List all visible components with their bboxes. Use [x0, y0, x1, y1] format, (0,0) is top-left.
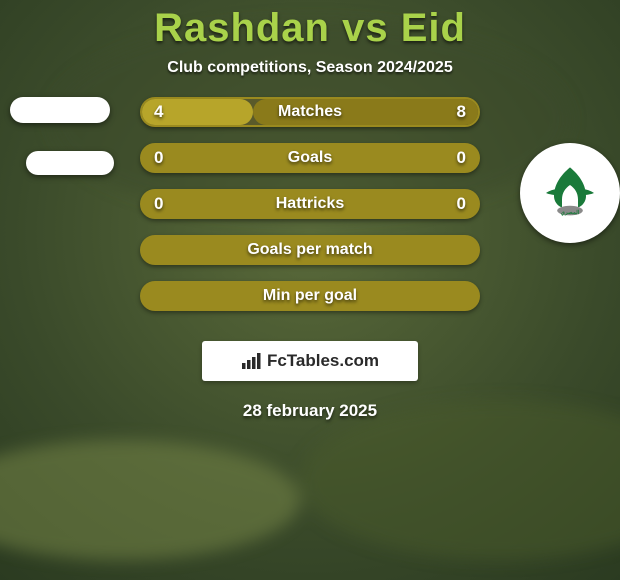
stat-bar-label: Goals [288, 149, 332, 167]
player-right-club-crest: المصري [520, 143, 620, 243]
stat-bar-matches: 4 8 Matches [140, 97, 480, 127]
svg-text:المصري: المصري [561, 209, 580, 216]
stat-bar-goals-per-match: Goals per match [140, 235, 480, 265]
stat-bar-left-value: 0 [154, 148, 163, 168]
player-left-avatar-placeholder-2 [26, 151, 114, 175]
stats-area: المصري 4 8 Matches 0 0 Goals 0 0 Hattricks Goals … [0, 101, 620, 341]
stat-bar-label: Min per goal [263, 287, 357, 305]
watermark-badge: FcTables.com [202, 341, 418, 381]
stat-bar-right-value: 0 [457, 148, 466, 168]
stat-bars-container: 4 8 Matches 0 0 Goals 0 0 Hattricks Goals per mat… [140, 97, 480, 327]
eagle-crest-icon: المصري [530, 153, 610, 233]
stat-bar-right-value: 0 [457, 194, 466, 214]
comparison-subtitle: Club competitions, Season 2024/2025 [0, 59, 620, 77]
watermark-text: FcTables.com [267, 351, 379, 371]
stat-bar-left-value: 4 [154, 102, 163, 122]
comparison-title: Rashdan vs Eid [0, 0, 620, 51]
chart-icon [241, 352, 263, 370]
stat-bar-label: Matches [278, 103, 342, 121]
stat-bar-left-value: 0 [154, 194, 163, 214]
stat-bar-goals: 0 0 Goals [140, 143, 480, 173]
stat-bar-hattricks: 0 0 Hattricks [140, 189, 480, 219]
stat-bar-label: Hattricks [276, 195, 344, 213]
stat-bar-min-per-goal: Min per goal [140, 281, 480, 311]
stat-bar-right-value: 8 [457, 102, 466, 122]
stat-bar-label: Goals per match [247, 241, 372, 259]
comparison-date: 28 february 2025 [0, 401, 620, 421]
player-left-avatar-placeholder-1 [10, 97, 110, 123]
